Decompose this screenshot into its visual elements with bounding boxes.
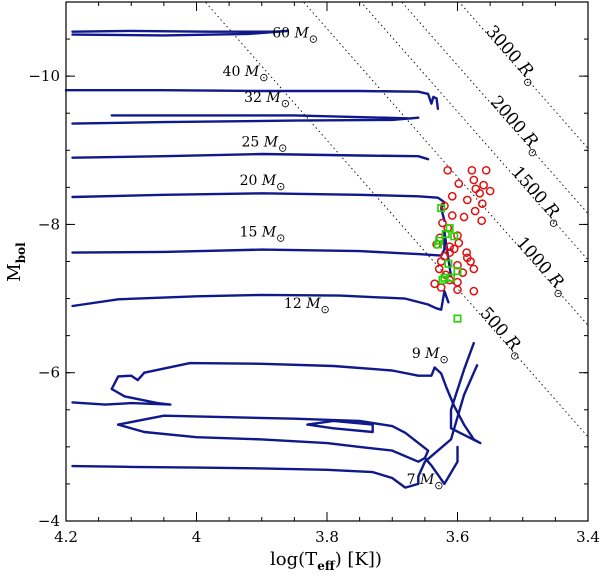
ysg-point [437, 204, 446, 213]
radius-label-1000: 1000 R⊙ [510, 233, 574, 301]
data-points [430, 165, 495, 323]
evolution-tracks [64, 29, 482, 489]
rsg-point [469, 286, 479, 296]
track-12msun [71, 290, 450, 311]
rsg-point [445, 242, 455, 252]
rsg-point [438, 218, 447, 228]
y-tick-label: −10 [28, 67, 60, 85]
radius-label-text: 3000 R⊙ [479, 22, 543, 90]
radius-label-text: 1500 R⊙ [505, 163, 569, 231]
axis-ticks: 4.2 4 3.8 3.6 3.4 −10 −8 −6 −4 [28, 1, 600, 546]
radius-line-500 [204, 2, 588, 438]
radius-line-1000 [302, 2, 588, 326]
mass-label-7: 7 M⊙ [407, 472, 444, 492]
ysg-point [433, 240, 442, 249]
ysg-point [453, 314, 462, 323]
track-9msun [143, 341, 482, 445]
track-20msun [71, 192, 446, 222]
track-7msun [117, 414, 459, 486]
rsg-point [458, 268, 468, 277]
mass-label-9: 9 M⊙ [412, 346, 449, 366]
track-25msun [71, 152, 430, 161]
mass-label-60: 60 M⊙ [272, 26, 318, 46]
rsg-point [466, 257, 475, 266]
rsg-point [454, 238, 464, 248]
rsg-point [469, 175, 479, 185]
ysg-point [444, 259, 453, 268]
rsg-point [481, 165, 491, 175]
track-32msun [71, 114, 420, 125]
rsg-point [471, 184, 481, 194]
rsg-point [477, 216, 486, 226]
track-7msun [71, 364, 479, 489]
radius-label-text: 1000 R⊙ [510, 233, 574, 301]
radius-line-1500 [360, 2, 588, 261]
rsg-point [475, 188, 485, 198]
radius-line-2000 [401, 2, 588, 214]
rsg-point [453, 285, 462, 295]
radius-label-text: 2000 R⊙ [484, 92, 548, 160]
y-tick-label: −6 [38, 364, 60, 382]
mass-label-15: 15 M⊙ [240, 224, 286, 244]
radius-label-2000: 2000 R⊙ [484, 92, 548, 160]
mass-label-32: 32 M⊙ [244, 90, 290, 110]
x-tick-label: 4.2 [54, 528, 78, 546]
y-axis-label: Mbol [4, 242, 28, 282]
x-tick-label: 4 [192, 528, 202, 546]
track-60msun [71, 29, 290, 37]
rsg-point [434, 264, 444, 274]
ysg-point [441, 230, 450, 239]
track-7msun [117, 423, 427, 463]
y-tick-label: −8 [38, 215, 60, 233]
rsg-point [443, 165, 453, 175]
rsg-point [454, 179, 464, 188]
radius-label-text: 500 R⊙ [473, 303, 530, 363]
mass-label-40: 40 M⊙ [223, 64, 269, 84]
mass-label-12: 12 M⊙ [284, 296, 330, 316]
x-tick-label: 3.6 [446, 528, 470, 546]
radius-line-3000 [458, 2, 588, 149]
track-7msun [71, 371, 172, 406]
radius-label-500: 500 R⊙ [473, 303, 530, 363]
rsg-point [462, 195, 472, 205]
rsg-point [447, 191, 457, 201]
rsg-point [479, 180, 488, 190]
ysg-point [453, 267, 462, 276]
x-tick-label: 3.8 [315, 528, 339, 546]
mass-label-25: 25 M⊙ [242, 135, 288, 155]
rsg-point [462, 248, 471, 257]
rsg-point [469, 264, 479, 274]
mass-labels: 60 M⊙40 M⊙ 32 M⊙ 25 M⊙ 20 M⊙ 15 M⊙ 12 M⊙ 9 M⊙ 7… [223, 26, 449, 492]
y-tick-label: −4 [38, 512, 60, 530]
ysg-point [438, 275, 447, 285]
radius-label-3000: 3000 R⊙ [479, 22, 543, 90]
x-tick-label: 3.4 [576, 528, 600, 546]
rsg-point [453, 260, 462, 270]
rsg-point [447, 211, 457, 220]
radius-label-1500: 1500 R⊙ [505, 163, 569, 231]
track-7msun [306, 419, 374, 434]
rsg-point [430, 279, 440, 289]
radius-labels: 3000 R⊙2000 R⊙1500 R⊙1000 R⊙500 R⊙ [473, 22, 574, 364]
x-axis-label: log(Teff) [K]) [270, 549, 382, 573]
radius-lines [204, 2, 588, 438]
rsg-point [467, 165, 477, 175]
mass-label-20: 20 M⊙ [240, 173, 286, 193]
rsg-point [470, 206, 480, 216]
ysg-point [450, 232, 459, 241]
rsg-point [477, 199, 487, 209]
track-40msun [64, 89, 440, 110]
ysg-point [446, 273, 456, 282]
rsg-point [485, 186, 495, 196]
rsg-point [459, 212, 469, 222]
